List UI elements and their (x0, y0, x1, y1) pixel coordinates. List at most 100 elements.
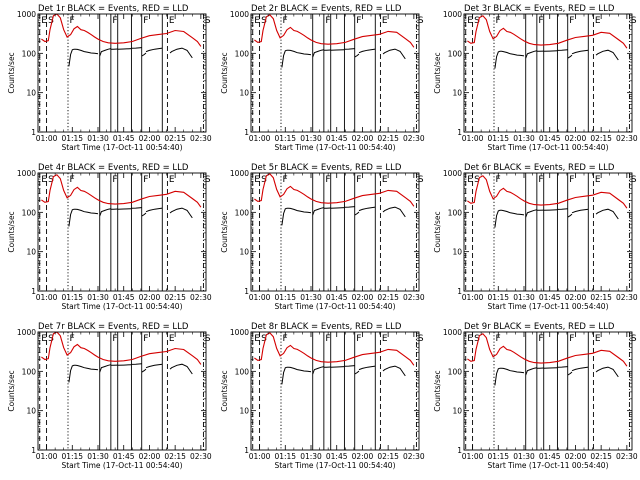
events-series-line (557, 366, 568, 368)
event-marker-label: F (283, 16, 288, 26)
x-tick-label: 01:30 (513, 134, 535, 143)
x-axis-title: Start Time (17-Oct-11 00:54:40) (274, 461, 395, 470)
event-marker-label: S (474, 175, 480, 185)
x-axis-title: Start Time (17-Oct-11 00:54:40) (61, 302, 182, 311)
event-marker-label: F (356, 334, 361, 344)
y-tick-label: 1000 (230, 328, 249, 337)
events-series-line (281, 49, 312, 68)
event-marker-label: F (356, 16, 361, 26)
events-series-line (68, 364, 99, 383)
y-tick-label: 1 (31, 287, 36, 296)
y-tick-label: 100 (448, 208, 463, 217)
events-series-line (312, 49, 324, 58)
event-marker-label: F (70, 175, 75, 185)
plot-frame (37, 13, 207, 133)
y-tick-label: 1 (244, 287, 249, 296)
event-marker-label: E (254, 334, 260, 344)
event-marker-label: S (48, 16, 54, 26)
plot-frame (463, 13, 633, 133)
x-tick-label: 02:00 (565, 293, 587, 302)
events-series-line (595, 208, 619, 220)
x-tick-label: 01:45 (113, 452, 135, 461)
event-marker-label: F (569, 334, 574, 344)
y-axis-title: Counts/sec (433, 211, 442, 252)
panel-title: Det 1r BLACK = Events, RED = LLD (38, 4, 189, 14)
event-marker-label: F (538, 175, 543, 185)
plot-frame (463, 331, 633, 451)
x-tick-label: 01:15 (274, 293, 296, 302)
x-axis-title: Start Time (17-Oct-11 00:54:40) (274, 302, 395, 311)
event-marker-label: F (538, 334, 543, 344)
events-series-line (330, 366, 345, 368)
lld-series-line (254, 14, 415, 48)
x-tick-label: 02:30 (403, 452, 425, 461)
panel-title: Det 9r BLACK = Events, RED = LLD (464, 322, 615, 332)
y-axis-title: Counts/sec (220, 52, 229, 93)
event-marker-label: S (418, 175, 424, 185)
x-tick-label: 02:15 (377, 134, 399, 143)
events-series-line (494, 209, 525, 228)
events-series-line (169, 47, 193, 59)
events-series-line (543, 367, 558, 369)
event-marker-label: F (356, 175, 361, 185)
x-tick-label: 01:30 (87, 134, 109, 143)
event-marker-label: S (261, 16, 267, 26)
x-axis-title: Start Time (17-Oct-11 00:54:40) (487, 143, 608, 152)
event-marker-label: F (325, 16, 330, 26)
y-tick-label: 100 (235, 208, 250, 217)
lld-series-line (254, 332, 415, 366)
x-tick-label: 02:15 (590, 452, 612, 461)
events-series-line (99, 364, 112, 373)
x-tick-label: 01:45 (326, 452, 348, 461)
x-tick-label: 01:30 (513, 293, 535, 302)
plot-frame (37, 172, 207, 292)
events-series-line (382, 48, 406, 60)
event-marker-label: S (631, 334, 637, 344)
x-tick-label: 02:15 (164, 452, 186, 461)
x-tick-label: 01:30 (87, 293, 109, 302)
events-series-line (382, 206, 406, 218)
y-tick-label: 100 (448, 49, 463, 58)
lld-series-line (467, 333, 628, 367)
x-tick-label: 01:15 (61, 293, 83, 302)
events-series-line (141, 212, 147, 217)
y-tick-label: 100 (22, 49, 37, 58)
event-marker-label: F (143, 334, 148, 344)
x-tick-label: 01:15 (487, 134, 509, 143)
x-tick-label: 01:30 (300, 452, 322, 461)
y-tick-label: 1000 (443, 169, 462, 178)
event-marker-label: E (382, 334, 388, 344)
event-marker-label: F (569, 175, 574, 185)
x-tick-label: 01:30 (300, 293, 322, 302)
event-marker-label: F (112, 175, 117, 185)
events-series-line (131, 207, 142, 209)
x-tick-label: 01:15 (487, 452, 509, 461)
event-marker-label: E (41, 175, 47, 185)
events-series-line (117, 48, 132, 50)
y-tick-label: 1000 (443, 328, 462, 337)
event-marker-label: E (254, 175, 260, 185)
events-series-line (68, 48, 99, 67)
y-tick-label: 1 (457, 128, 462, 137)
events-series-line (281, 366, 312, 385)
x-tick-label: 02:15 (590, 134, 612, 143)
events-series-line (525, 367, 537, 376)
panel-title: Det 6r BLACK = Events, RED = LLD (464, 163, 615, 173)
events-series-line (595, 366, 619, 378)
events-series-line (117, 364, 132, 366)
x-tick-label: 01:45 (539, 134, 561, 143)
x-tick-label: 01:00 (249, 134, 271, 143)
x-axis-title: Start Time (17-Oct-11 00:54:40) (487, 461, 608, 470)
event-marker-label: F (112, 334, 117, 344)
event-marker-label: F (496, 334, 501, 344)
x-tick-label: 01:15 (487, 293, 509, 302)
events-series-line (358, 365, 376, 371)
y-tick-label: 10 (452, 248, 462, 257)
events-series-line (344, 48, 355, 50)
x-tick-label: 02:15 (377, 452, 399, 461)
